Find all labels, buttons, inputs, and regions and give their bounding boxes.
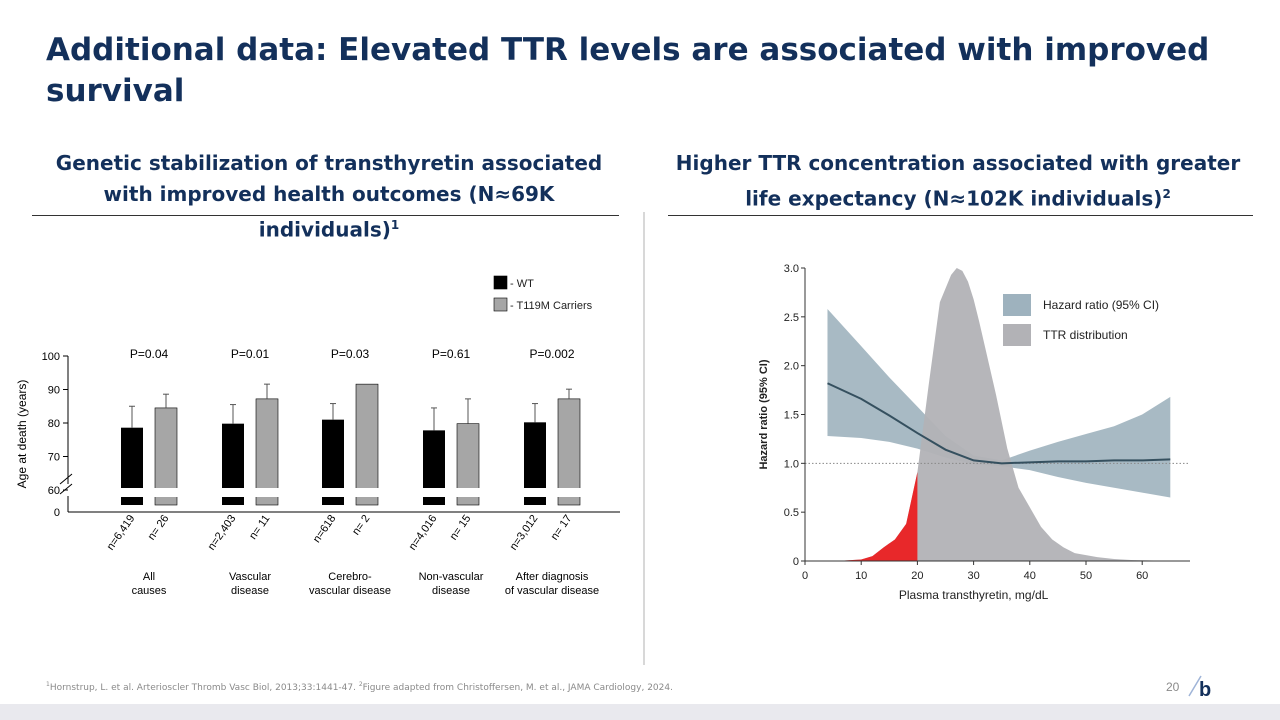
wt-bar xyxy=(524,422,546,505)
y-tick-label: 2.5 xyxy=(784,312,799,324)
right-panel-subtitle: Higher TTR concentration associated with… xyxy=(668,148,1248,215)
bar-break-gap xyxy=(154,488,178,497)
wt-bar xyxy=(423,430,445,505)
wt-bar xyxy=(322,419,344,505)
legend-swatch-0 xyxy=(493,275,508,290)
axis-break-mark xyxy=(59,483,73,495)
footnote-text-1: Hornstrup, L. et al. Arterioscler Thromb… xyxy=(49,683,359,693)
age-at-death-bar-chart: - WT - T119M Carriers 100 90 80 70 60 0 Age at d… xyxy=(15,275,620,597)
y-tick-label: 80 xyxy=(48,418,60,430)
y-tick-label: 90 xyxy=(48,385,60,397)
p-value-label: P=0.01 xyxy=(231,347,270,361)
y-tick-label: 0 xyxy=(793,556,799,568)
left-subtitle-ref: 1 xyxy=(390,218,400,232)
category-label-line1: All xyxy=(143,571,155,583)
left-subtitle-rule xyxy=(32,215,619,216)
category-label-line2: disease xyxy=(231,585,269,597)
legend-swatch-1 xyxy=(1003,324,1031,346)
hazard-ratio-line xyxy=(827,382,1171,465)
bar-break-gap xyxy=(321,488,345,497)
panel-divider xyxy=(643,212,645,665)
category-label-line1: Vascular xyxy=(229,571,271,583)
category-label-line1: After diagnosis xyxy=(516,571,589,583)
right-subtitle-text: Higher TTR concentration associated with… xyxy=(675,151,1241,211)
x-tick-label: 50 xyxy=(1080,570,1092,582)
x-tick-label: 0 xyxy=(802,570,808,582)
legend-label-1: - T119M Carriers xyxy=(510,300,593,312)
bar-break-gap xyxy=(422,488,446,497)
right-subtitle-rule xyxy=(668,215,1253,216)
category-label-line1: Non-vascular xyxy=(419,571,484,583)
y-axis-title: Hazard ratio (95% CI) xyxy=(758,359,770,469)
carrier-bar xyxy=(355,383,379,506)
bar-break-gap xyxy=(557,488,581,497)
y-tick-label: 60 xyxy=(48,485,60,497)
x-axis-title: Plasma transthyretin, mg/dL xyxy=(899,588,1049,602)
footnote-ref-1: 1 xyxy=(46,681,50,688)
legend-swatch-0 xyxy=(1003,294,1031,316)
y-tick-label: 3.0 xyxy=(784,263,799,275)
category-label-line2: causes xyxy=(132,585,167,597)
hazard-ratio-chart: 3.0 2.5 2.0 1.5 1.0 0.5 00 10 20 30 40 50 60 Plasma t… xyxy=(758,263,1190,602)
n-label-carrier: n= 26 xyxy=(146,513,172,543)
wt-bar xyxy=(121,427,143,505)
axis-break-mark xyxy=(59,473,73,485)
category-label-line1: Cerebro- xyxy=(328,571,372,583)
legend-swatch-1 xyxy=(493,297,508,312)
ci-band xyxy=(827,309,1171,498)
n-label-carrier: n= 2 xyxy=(350,513,372,538)
n-label-wt: n=3,012 xyxy=(508,513,541,553)
p-value-label: P=0.03 xyxy=(331,347,370,361)
y-tick-label: 1.5 xyxy=(784,410,799,422)
n-label-wt: n=6,419 xyxy=(105,513,138,553)
legend-label-0: - WT xyxy=(510,278,534,290)
x-tick-label: 40 xyxy=(1024,570,1036,582)
ttr-distribution-area xyxy=(805,268,1176,561)
category-label-line2: disease xyxy=(432,585,470,597)
y-tick-label: 70 xyxy=(48,452,60,464)
legend-label-0: Hazard ratio (95% CI) xyxy=(1043,298,1159,312)
x-tick-label: 60 xyxy=(1136,570,1148,582)
n-label-wt: n=4,016 xyxy=(407,513,440,553)
bar-break-gap xyxy=(221,488,245,497)
footnote-ref-2: 2 xyxy=(358,681,363,688)
legend-label-1: TTR distribution xyxy=(1043,328,1128,342)
bar-break-gap xyxy=(523,488,547,497)
left-panel-subtitle: Genetic stabilization of transthyretin a… xyxy=(30,148,628,246)
category-label-line2: vascular disease xyxy=(309,585,391,597)
p-value-label: P=0.61 xyxy=(432,347,471,361)
p-value-label: P=0.002 xyxy=(529,347,574,361)
footer-band xyxy=(0,704,1280,720)
y-tick-label: 0.5 xyxy=(784,507,799,519)
n-label-carrier: n= 11 xyxy=(247,513,272,542)
y-axis-title: Age at death (years) xyxy=(15,380,29,489)
right-subtitle-ref: 2 xyxy=(1162,187,1171,201)
category-label-line2: of vascular disease xyxy=(505,585,599,597)
brand-logo: b xyxy=(1188,675,1211,701)
brand-logo-letter: b xyxy=(1199,679,1211,701)
n-label-carrier: n= 15 xyxy=(448,513,474,543)
x-tick-label: 20 xyxy=(911,570,923,582)
bar-break-gap xyxy=(120,488,144,497)
n-label-carrier: n= 17 xyxy=(549,513,575,543)
y-tick-label: 0 xyxy=(54,507,60,519)
y-tick-label: 1.0 xyxy=(784,458,799,470)
n-label-wt: n=618 xyxy=(311,513,339,545)
low-ttr-area xyxy=(805,472,918,561)
slide-title: Additional data: Elevated TTR levels are… xyxy=(46,32,1210,109)
left-subtitle-text: Genetic stabilization of transthyretin a… xyxy=(55,151,603,242)
footnote-text-2: Figure adapted from Christoffersen, M. e… xyxy=(362,683,673,693)
y-tick-label: 2.0 xyxy=(784,361,799,373)
wt-bar xyxy=(222,423,244,505)
bar-break-gap xyxy=(355,488,379,497)
y-tick-label: 100 xyxy=(42,351,60,363)
x-tick-label: 30 xyxy=(967,570,979,582)
page-number: 20 xyxy=(1166,680,1180,694)
n-label-wt: n=2,403 xyxy=(206,513,239,553)
bar-break-gap xyxy=(456,488,480,497)
footnote: 1Hornstrup, L. et al. Arterioscler Throm… xyxy=(46,681,673,693)
bar-break-gap xyxy=(255,488,279,497)
p-value-label: P=0.04 xyxy=(130,347,169,361)
x-tick-label: 10 xyxy=(855,570,867,582)
